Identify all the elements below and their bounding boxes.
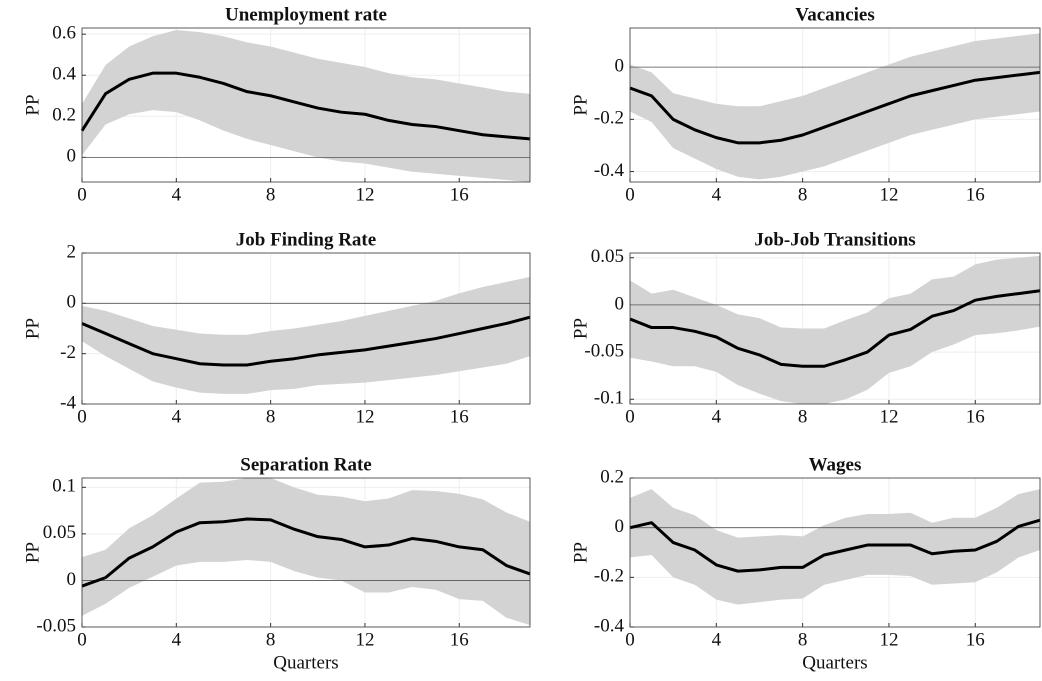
y-tick-label: -0.05: [36, 615, 76, 636]
x-tick-label: 16: [966, 406, 985, 427]
x-tick-label: 0: [77, 629, 87, 650]
y-axis-label: PP: [22, 94, 43, 115]
line: [629, 289, 1041, 368]
confidence-band: [82, 478, 530, 626]
x-tick-label: 16: [966, 184, 985, 205]
y-tick-label: 0.2: [52, 105, 76, 126]
x-tick-label: 8: [798, 184, 808, 205]
x-tick-label: 0: [625, 629, 635, 650]
x-tick-label: 12: [355, 629, 374, 650]
y-tick-label: 0.2: [600, 466, 624, 487]
y-tick-label: 0: [615, 516, 625, 537]
x-tick-label: 0: [77, 184, 87, 205]
axes-frame: [629, 477, 1041, 628]
x-tick-label: 16: [450, 184, 469, 205]
y-axis-label: PP: [22, 542, 43, 563]
axes-frame: [629, 252, 1041, 405]
axes-frame: [629, 27, 1041, 183]
axes-frame: [81, 477, 531, 628]
confidence-band: [630, 489, 1040, 605]
chart-title: Separation Rate: [240, 454, 371, 475]
chart-title: Wages: [809, 454, 862, 475]
y-tick-label: 0.05: [43, 522, 76, 543]
y-axis-label: PP: [22, 318, 43, 339]
x-tick-label: 0: [625, 406, 635, 427]
x-tick-label: 16: [966, 629, 985, 650]
x-tick-label: 12: [879, 184, 898, 205]
y-tick-label: -0.2: [594, 108, 624, 129]
x-tick-label: 4: [172, 406, 182, 427]
axes-frame: [81, 27, 531, 183]
x-tick-label: 8: [798, 406, 808, 427]
y-tick-label: -0.1: [594, 388, 624, 409]
x-tick-label: 8: [266, 406, 276, 427]
axes-frame: [81, 252, 531, 405]
chart-title: Vacancies: [795, 4, 875, 25]
y-tick-label: -2: [60, 342, 76, 363]
y-tick-label: 0.6: [52, 23, 76, 44]
confidence-band: [82, 276, 530, 394]
y-tick-label: 0: [67, 146, 77, 167]
y-tick-label: -0.2: [594, 566, 624, 587]
x-tick-label: 12: [879, 629, 898, 650]
x-tick-label: 8: [266, 629, 276, 650]
line: [81, 315, 531, 367]
line: [629, 70, 1041, 145]
y-axis-label: PP: [570, 94, 591, 115]
x-tick-label: 16: [450, 406, 469, 427]
x-tick-label: 4: [712, 629, 722, 650]
x-tick-label: 8: [266, 184, 276, 205]
y-tick-label: 0.1: [52, 476, 76, 497]
x-axis-label: Quarters: [802, 652, 867, 673]
x-tick-label: 4: [172, 184, 182, 205]
confidence-band: [630, 255, 1040, 404]
x-tick-label: 16: [450, 629, 469, 650]
y-axis-label: PP: [570, 318, 591, 339]
y-tick-label: 0: [615, 293, 625, 314]
x-tick-label: 4: [712, 184, 722, 205]
y-tick-label: -0.4: [594, 615, 625, 636]
y-tick-label: 0.4: [52, 64, 76, 85]
x-tick-label: 4: [712, 406, 722, 427]
line: [80, 71, 531, 141]
y-axis-label: PP: [570, 542, 591, 563]
x-tick-label: 8: [798, 629, 808, 650]
chart-title: Job Finding Rate: [236, 229, 376, 250]
chart-title: Unemployment rate: [225, 4, 387, 25]
y-tick-label: 2: [67, 241, 77, 262]
x-tick-label: 12: [879, 406, 898, 427]
x-tick-label: 12: [355, 184, 374, 205]
x-tick-label: 0: [77, 406, 87, 427]
y-tick-label: 0: [615, 56, 625, 77]
x-tick-label: 12: [355, 406, 374, 427]
y-tick-label: -0.4: [594, 160, 625, 181]
y-tick-label: -4: [60, 392, 76, 413]
y-tick-label: -0.05: [584, 340, 624, 361]
y-tick-label: 0: [67, 292, 77, 313]
x-tick-label: 0: [625, 184, 635, 205]
y-tick-label: 0.05: [591, 246, 624, 267]
y-tick-label: 0: [67, 569, 77, 590]
x-axis-label: Quarters: [273, 652, 338, 673]
line: [81, 517, 531, 588]
chart-title: Job-Job Transitions: [754, 229, 915, 250]
line: [629, 518, 1041, 573]
x-tick-label: 4: [172, 629, 182, 650]
